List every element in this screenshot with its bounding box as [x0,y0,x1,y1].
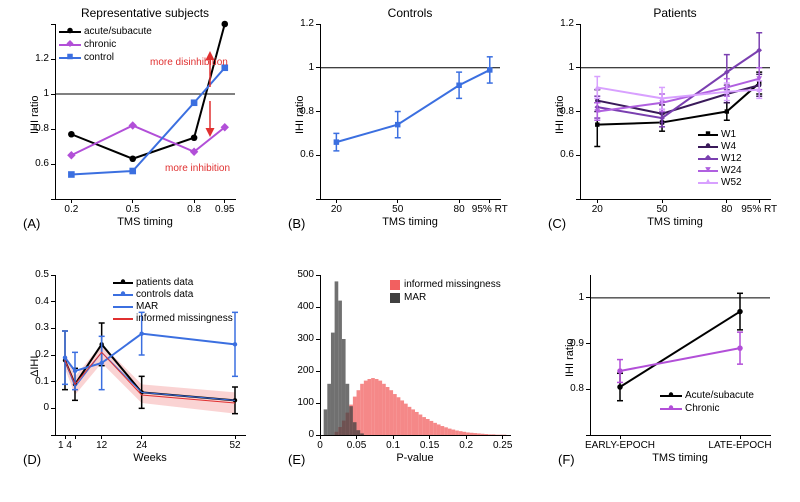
x-axis-label: P-value [320,452,510,464]
xtick-label: LATE-EPOCH [700,440,780,451]
legend-item: informed missingness [390,279,501,290]
panel-letter: (D) [23,452,41,467]
ytick-label: 1 [43,88,49,99]
panel-letter: (A) [23,216,40,231]
ytick-label: 1.2 [300,18,314,29]
panel-letter: (F) [558,452,575,467]
xtick-label: 20 [314,204,358,215]
plot-svg [320,24,500,199]
xtick-label: 0.1 [378,440,408,451]
ytick-label: 0.8 [570,383,584,394]
figure: 0.60.811.20.20.50.80.95TMS timingIHI rat… [0,0,800,502]
xtick-label: 0.2 [451,440,481,451]
xtick-label: 0.2 [56,204,86,215]
legend-item: W1 [698,129,736,140]
xtick-label: EARLY-EPOCH [580,440,660,451]
xtick-label: 0 [305,440,335,451]
xtick-label: 52 [223,440,247,451]
xtick-label: 50 [376,204,420,215]
legend-item: Chronic [660,403,719,414]
y-axis-label: IHI ratio [564,338,576,377]
ytick-label: 1 [308,62,314,73]
ytick-label: 500 [297,269,314,280]
panel-letter: (E) [288,452,305,467]
panel-title: Controls [320,6,500,20]
legend-item: controls data [113,289,193,300]
xtick-label: 0.05 [342,440,372,451]
ytick-label: 1.2 [35,53,49,64]
panel-D: 00.10.20.30.40.51 4122452WeeksΔIHI(D)pat… [55,275,245,435]
legend-item: acute/subacute [59,26,152,37]
xtick-label: 12 [90,440,114,451]
ytick-label: 0 [43,402,49,413]
ytick-label: 1 [568,62,574,73]
legend-item: chronic [59,39,116,50]
ytick-label: 0.6 [560,149,574,160]
y-axis-label: IHI ratio [294,95,306,134]
ytick-label: 300 [297,333,314,344]
xtick-label: 0.15 [415,440,445,451]
ytick-label: 0.5 [35,269,49,280]
panel-letter: (B) [288,216,305,231]
legend-item: W24 [698,165,742,176]
ytick-label: 0.6 [35,158,49,169]
y-axis-label: IHI ratio [29,95,41,134]
x-axis-label: TMS timing [55,216,235,228]
ytick-label: 0.4 [35,296,49,307]
xtick-label: 0.25 [488,440,518,451]
y-axis-label: ΔIHI [29,356,41,377]
legend-item: Acute/subacute [660,390,754,401]
ytick-label: 1.2 [560,18,574,29]
ytick-label: 100 [297,397,314,408]
legend-item: patients data [113,277,193,288]
xtick-label: 95% RT [737,204,781,215]
ytick-label: 0.1 [35,376,49,387]
x-axis-label: TMS timing [320,216,500,228]
panel-title: Patients [580,6,770,20]
annotation: more disinhibition [150,57,228,68]
xtick-label: 0.5 [118,204,148,215]
xtick-label: 95% RT [468,204,512,215]
xtick-label: 1 4 [53,440,77,451]
annotation: more inhibition [165,163,230,174]
y-axis-label: IHI ratio [554,95,566,134]
legend-item: control [59,52,114,63]
xtick-label: 0.95 [210,204,240,215]
legend-item: MAR [390,292,426,303]
panel-B: 0.60.811.220508095% RTTMS timingIHI rati… [320,24,500,199]
x-axis-label: TMS timing [580,216,770,228]
x-axis-label: Weeks [55,452,245,464]
panel-E: 010020030040050000.050.10.150.20.25P-val… [320,275,510,435]
ytick-label: 1 [578,292,584,303]
ytick-label: 0.6 [300,149,314,160]
panel-title: Representative subjects [55,6,235,20]
xtick-label: 50 [640,204,684,215]
legend-item: MAR [113,301,158,312]
xtick-label: 20 [575,204,619,215]
x-axis-label: TMS timing [590,452,770,464]
xtick-label: 0.8 [179,204,209,215]
legend-item: informed missingness [113,313,233,324]
ytick-label: 400 [297,301,314,312]
legend-item: W4 [698,141,736,152]
panel-letter: (C) [548,216,566,231]
ytick-label: 200 [297,365,314,376]
panel-F: 0.80.91EARLY-EPOCHLATE-EPOCHTMS timingIH… [590,275,770,435]
ytick-label: 0 [308,429,314,440]
panel-A: 0.60.811.20.20.50.80.95TMS timingIHI rat… [55,24,235,199]
xtick-label: 24 [130,440,154,451]
legend-item: W52 [698,177,742,188]
ytick-label: 0.3 [35,322,49,333]
panel-C: 0.60.811.220508095% RTTMS timingIHI rati… [580,24,770,199]
legend-item: W12 [698,153,742,164]
